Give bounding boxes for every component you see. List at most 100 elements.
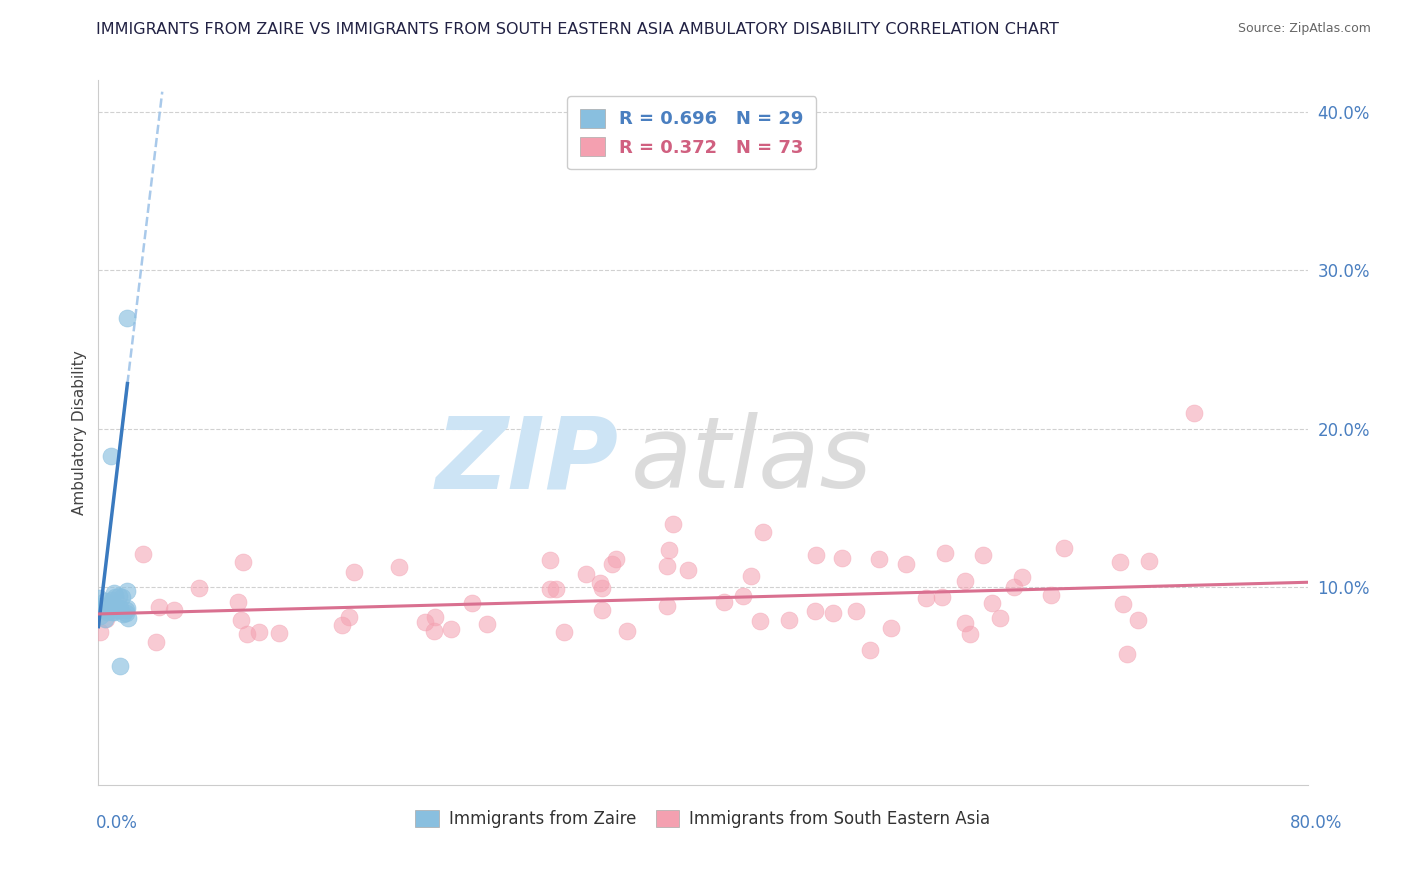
Point	[1112, 597, 1135, 611]
Point	[1002, 580, 1025, 594]
Point	[1040, 588, 1063, 602]
Point	[602, 557, 624, 571]
Point	[1137, 554, 1160, 568]
Point	[591, 581, 613, 595]
Point	[89, 608, 111, 623]
Point	[96, 601, 118, 615]
Point	[89, 624, 111, 639]
Point	[104, 600, 127, 615]
Point	[931, 591, 953, 605]
Point	[440, 622, 463, 636]
Text: IMMIGRANTS FROM ZAIRE VS IMMIGRANTS FROM SOUTH EASTERN ASIA AMBULATORY DISABILIT: IMMIGRANTS FROM ZAIRE VS IMMIGRANTS FROM…	[96, 22, 1059, 37]
Point	[804, 548, 827, 562]
Point	[575, 566, 598, 581]
Point	[115, 606, 138, 620]
Point	[187, 581, 209, 595]
Point	[538, 582, 561, 596]
Point	[475, 617, 498, 632]
Point	[100, 449, 122, 463]
Point	[981, 596, 1004, 610]
Point	[111, 607, 134, 622]
Point	[115, 601, 138, 615]
Point	[423, 624, 446, 639]
Point	[988, 611, 1011, 625]
Point	[110, 601, 132, 615]
Point	[538, 553, 561, 567]
Point	[96, 612, 118, 626]
Point	[115, 310, 138, 325]
Point	[163, 603, 186, 617]
Point	[959, 626, 981, 640]
Point	[90, 600, 112, 615]
Point	[330, 618, 353, 632]
Point	[89, 591, 111, 606]
Point	[232, 555, 254, 569]
Point	[778, 613, 800, 627]
Point	[1115, 647, 1137, 661]
Point	[98, 597, 121, 611]
Point	[101, 605, 124, 619]
Point	[845, 604, 868, 618]
Point	[105, 603, 128, 617]
Text: 80.0%: 80.0%	[1291, 814, 1343, 831]
Point	[894, 557, 917, 571]
Point	[94, 612, 117, 626]
Point	[934, 546, 956, 560]
Point	[1011, 569, 1033, 583]
Point	[337, 609, 360, 624]
Point	[415, 615, 437, 629]
Point	[804, 604, 827, 618]
Legend: Immigrants from Zaire, Immigrants from South Eastern Asia: Immigrants from Zaire, Immigrants from S…	[408, 802, 998, 837]
Point	[733, 589, 755, 603]
Text: 0.0%: 0.0%	[96, 814, 138, 831]
Point	[131, 547, 153, 561]
Text: atlas: atlas	[630, 412, 872, 509]
Point	[752, 524, 775, 539]
Point	[953, 615, 976, 630]
Point	[657, 559, 679, 574]
Text: Source: ZipAtlas.com: Source: ZipAtlas.com	[1237, 22, 1371, 36]
Y-axis label: Ambulatory Disability: Ambulatory Disability	[72, 351, 87, 515]
Point	[461, 596, 484, 610]
Point	[1182, 406, 1205, 420]
Point	[115, 603, 138, 617]
Point	[1109, 555, 1132, 569]
Point	[591, 603, 613, 617]
Point	[553, 624, 575, 639]
Point	[388, 560, 411, 574]
Point	[880, 621, 903, 635]
Point	[821, 607, 844, 621]
Point	[589, 576, 612, 591]
Point	[868, 551, 890, 566]
Point	[343, 565, 366, 579]
Point	[108, 659, 131, 673]
Point	[748, 614, 770, 628]
Point	[236, 627, 259, 641]
Point	[117, 611, 139, 625]
Point	[955, 574, 977, 589]
Point	[94, 593, 117, 607]
Point	[972, 548, 994, 562]
Point	[108, 589, 131, 603]
Point	[831, 551, 853, 566]
Point	[91, 603, 114, 617]
Point	[1053, 541, 1076, 555]
Point	[713, 595, 735, 609]
Point	[655, 599, 678, 613]
Point	[90, 599, 112, 613]
Point	[658, 542, 681, 557]
Point	[115, 583, 138, 598]
Point	[226, 594, 249, 608]
Text: ZIP: ZIP	[436, 412, 619, 509]
Point	[111, 590, 134, 604]
Point	[267, 625, 290, 640]
Point	[676, 563, 699, 577]
Point	[103, 586, 125, 600]
Point	[740, 569, 762, 583]
Point	[915, 591, 938, 606]
Point	[1128, 613, 1150, 627]
Point	[229, 613, 252, 627]
Point	[100, 593, 122, 607]
Point	[661, 516, 683, 531]
Point	[605, 552, 627, 566]
